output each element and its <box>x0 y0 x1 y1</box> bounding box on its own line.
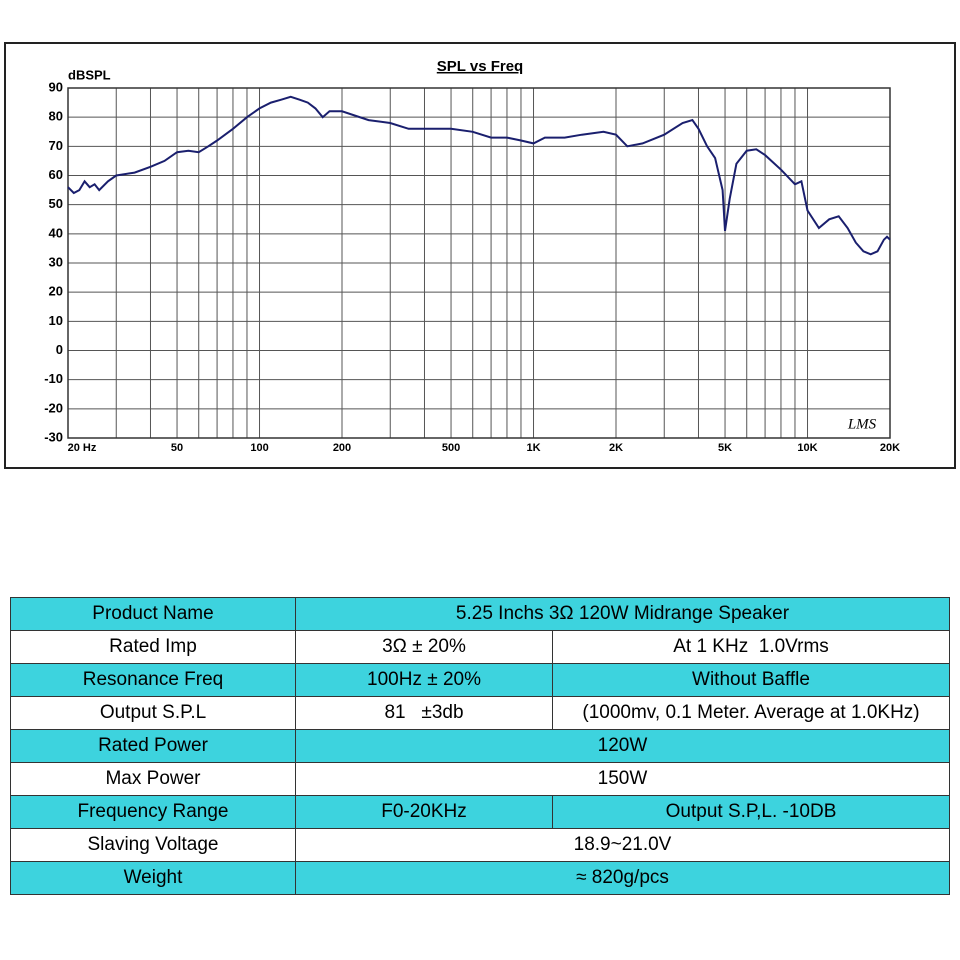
y-axis-label: dBSPL <box>68 67 111 82</box>
x-tick-label: 200 <box>333 442 351 454</box>
x-tick-label: 20K <box>880 442 900 454</box>
row-label: Slaving Voltage <box>10 828 296 862</box>
y-tick-label: 70 <box>49 138 63 153</box>
table-row: Slaving Voltage 18.9~21.0V <box>10 828 950 862</box>
table-row: Rated Power 120W <box>10 729 950 763</box>
y-tick-label: 0 <box>56 342 63 357</box>
x-tick-label: 5K <box>718 442 732 454</box>
table-row: Output S.P.L 81 ±3db (1000mv, 0.1 Meter. A… <box>10 696 950 730</box>
cell-value: (1000mv, 0.1 Meter. Average at 1.0KHz) <box>552 696 950 730</box>
x-tick-label: 20 Hz <box>68 442 97 454</box>
y-tick-label: 90 <box>49 79 63 94</box>
cell-value: Output S.P,L. -10DB <box>552 795 950 829</box>
y-tick-label: -30 <box>44 429 63 444</box>
row-label: Max Power <box>10 762 296 796</box>
row-label: Product Name <box>10 597 296 631</box>
y-tick-label: -10 <box>44 371 63 386</box>
cell-value: Without Baffle <box>552 663 950 697</box>
cell-value: 3Ω ± 20% <box>295 630 553 664</box>
table-row: Resonance Freq 100Hz ± 20% Without Baffle <box>10 663 950 697</box>
x-tick-label: 1K <box>526 442 540 454</box>
row-label: Rated Power <box>10 729 296 763</box>
cell-value: 5.25 Inchs 3Ω 120W Midrange Speaker <box>295 597 950 631</box>
x-tick-label: 100 <box>250 442 268 454</box>
cell-value: 120W <box>295 729 950 763</box>
annotation: LMS <box>847 416 877 432</box>
y-tick-label: 20 <box>49 284 63 299</box>
x-tick-label: 2K <box>609 442 623 454</box>
row-label: Resonance Freq <box>10 663 296 697</box>
spl-curve <box>67 95 891 256</box>
x-tick-label: 500 <box>442 442 460 454</box>
table-row: Frequency Range F0-20KHz Output S.P,L. -10… <box>10 795 950 829</box>
y-tick-label: 40 <box>49 225 63 240</box>
cell-value: At 1 KHz 1.0Vrms <box>552 630 950 664</box>
y-tick-label: -20 <box>44 400 63 415</box>
row-label: Rated Imp <box>10 630 296 664</box>
cell-value: 18.9~21.0V <box>295 828 950 862</box>
y-tick-label: 10 <box>49 313 63 328</box>
table-row: Rated Imp 3Ω ± 20% At 1 KHz 1.0Vrms <box>10 630 950 664</box>
x-tick-label: 10K <box>797 442 817 454</box>
chart: SPL vs Freq dBSPL LMS -30 -20 -10 0 10 20 30 40… <box>4 42 956 469</box>
table-row: Max Power 150W <box>10 762 950 796</box>
row-label: Output S.P.L <box>10 696 296 730</box>
y-tick-label: 60 <box>49 167 63 182</box>
row-label: Frequency Range <box>10 795 296 829</box>
x-tick-label: 50 <box>171 442 183 454</box>
cell-value: 81 ±3db <box>295 696 553 730</box>
table-row: Weight ≈ 820g/pcs <box>10 861 950 895</box>
cell-value: 150W <box>295 762 950 796</box>
cell-value: ≈ 820g/pcs <box>295 861 950 895</box>
chart-title: SPL vs Freq <box>437 58 523 75</box>
row-label: Weight <box>10 861 296 895</box>
chart-frame <box>4 42 956 469</box>
cell-value: 100Hz ± 20% <box>295 663 553 697</box>
y-tick-label: 30 <box>49 254 63 269</box>
y-tick-label: 80 <box>49 109 63 124</box>
plot-border <box>67 87 891 439</box>
y-tick-label: 50 <box>49 196 63 211</box>
cell-value: F0-20KHz <box>295 795 553 829</box>
spec-table: Product Name 5.25 Inchs 3Ω 120W Midrange … <box>10 597 950 895</box>
table-row: Product Name 5.25 Inchs 3Ω 120W Midrange … <box>10 597 950 631</box>
